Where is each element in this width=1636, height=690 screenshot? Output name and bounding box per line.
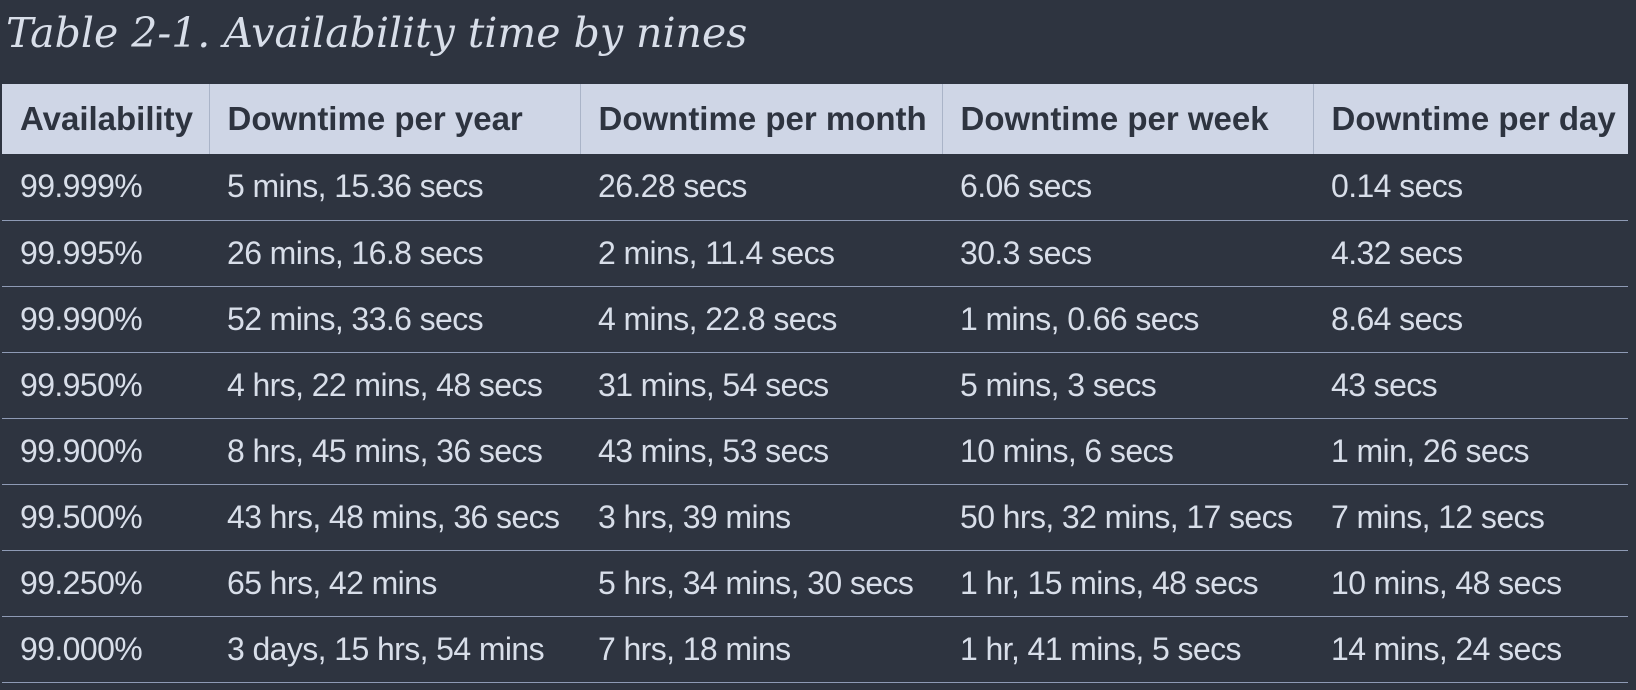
downtime-week-cell: 50 hrs, 32 mins, 17 secs — [960, 498, 1293, 535]
downtime-month-cell: 31 mins, 54 secs — [598, 366, 829, 403]
availability-cell: 99.950% — [20, 366, 143, 403]
downtime-week-cell: 10 mins, 6 secs — [960, 432, 1174, 469]
downtime-week-cell: 1 hr, 41 mins, 5 secs — [960, 630, 1241, 667]
table-row: 99.000% 3 days, 15 hrs, 54 mins 7 hrs, 18 … — [2, 616, 1628, 682]
downtime-week-cell: 5 mins, 3 secs — [960, 366, 1157, 403]
downtime-year-cell: 4 hrs, 22 mins, 48 secs — [227, 366, 543, 403]
header-downtime-per-day: Downtime per day — [1312, 84, 1628, 154]
table-caption: Table 2-1. Availability time by nines — [6, 9, 748, 57]
downtime-year-cell: 3 days, 15 hrs, 54 mins — [227, 630, 545, 667]
table-row: 99.999% 5 mins, 15.36 secs 26.28 secs 6.06 … — [2, 154, 1628, 220]
downtime-day-cell: 0.14 secs — [1331, 168, 1463, 205]
availability-cell: 99.250% — [20, 564, 143, 601]
availability-cell: 99.995% — [20, 234, 143, 271]
table-row: 99.950% 4 hrs, 22 mins, 48 secs 31 mins, 5… — [2, 352, 1628, 418]
downtime-year-cell: 65 hrs, 42 mins — [227, 564, 437, 601]
downtime-day-cell: 1 min, 26 secs — [1331, 432, 1530, 469]
downtime-week-cell: 6.06 secs — [960, 168, 1092, 205]
header-downtime-per-year: Downtime per year — [208, 84, 580, 154]
table-row: 99.900% 8 hrs, 45 mins, 36 secs 43 mins, 5… — [2, 418, 1628, 484]
downtime-year-cell: 26 mins, 16.8 secs — [227, 234, 484, 271]
availability-cell: 99.000% — [20, 630, 143, 667]
availability-cell: 99.500% — [20, 498, 143, 535]
downtime-year-cell: 52 mins, 33.6 secs — [227, 300, 484, 337]
downtime-week-cell: 1 hr, 15 mins, 48 secs — [960, 564, 1259, 601]
availability-cell: 99.900% — [20, 432, 143, 469]
header-row: Availability Downtime per year Downtime … — [2, 84, 1628, 154]
downtime-month-cell: 3 hrs, 39 mins — [598, 498, 791, 535]
availability-table: Availability Downtime per year Downtime … — [2, 84, 1628, 683]
availability-cell: 99.999% — [20, 168, 143, 205]
header-downtime-per-week: Downtime per week — [941, 84, 1313, 154]
header-downtime-per-month: Downtime per month — [579, 84, 942, 154]
downtime-month-cell: 7 hrs, 18 mins — [598, 630, 791, 667]
downtime-day-cell: 43 secs — [1331, 366, 1438, 403]
downtime-week-cell: 1 mins, 0.66 secs — [960, 300, 1199, 337]
downtime-day-cell: 10 mins, 48 secs — [1331, 564, 1562, 601]
downtime-year-cell: 5 mins, 15.36 secs — [227, 168, 484, 205]
downtime-day-cell: 8.64 secs — [1331, 300, 1463, 337]
header-availability: Availability — [20, 100, 194, 137]
downtime-month-cell: 26.28 secs — [598, 168, 747, 205]
downtime-day-cell: 14 mins, 24 secs — [1331, 630, 1562, 667]
downtime-month-cell: 2 mins, 11.4 secs — [598, 234, 835, 271]
downtime-week-cell: 30.3 secs — [960, 234, 1092, 271]
downtime-year-cell: 8 hrs, 45 mins, 36 secs — [227, 432, 543, 469]
downtime-month-cell: 43 mins, 53 secs — [598, 432, 829, 469]
table-row: 99.500% 43 hrs, 48 mins, 36 secs 3 hrs, 39… — [2, 484, 1628, 550]
availability-cell: 99.990% — [20, 300, 143, 337]
table-row: 99.995% 26 mins, 16.8 secs 2 mins, 11.4 se… — [2, 220, 1628, 286]
table-row: 99.250% 65 hrs, 42 mins 5 hrs, 34 mins, 30… — [2, 550, 1628, 616]
table-body: 99.999% 5 mins, 15.36 secs 26.28 secs 6.06 … — [2, 154, 1628, 682]
downtime-day-cell: 4.32 secs — [1331, 234, 1463, 271]
table-header: Availability Downtime per year Downtime … — [2, 84, 1628, 154]
downtime-month-cell: 4 mins, 22.8 secs — [598, 300, 837, 337]
downtime-day-cell: 7 mins, 12 secs — [1331, 498, 1545, 535]
table-row: 99.990% 52 mins, 33.6 secs 4 mins, 22.8 se… — [2, 286, 1628, 352]
downtime-month-cell: 5 hrs, 34 mins, 30 secs — [598, 564, 914, 601]
downtime-year-cell: 43 hrs, 48 mins, 36 secs — [227, 498, 560, 535]
